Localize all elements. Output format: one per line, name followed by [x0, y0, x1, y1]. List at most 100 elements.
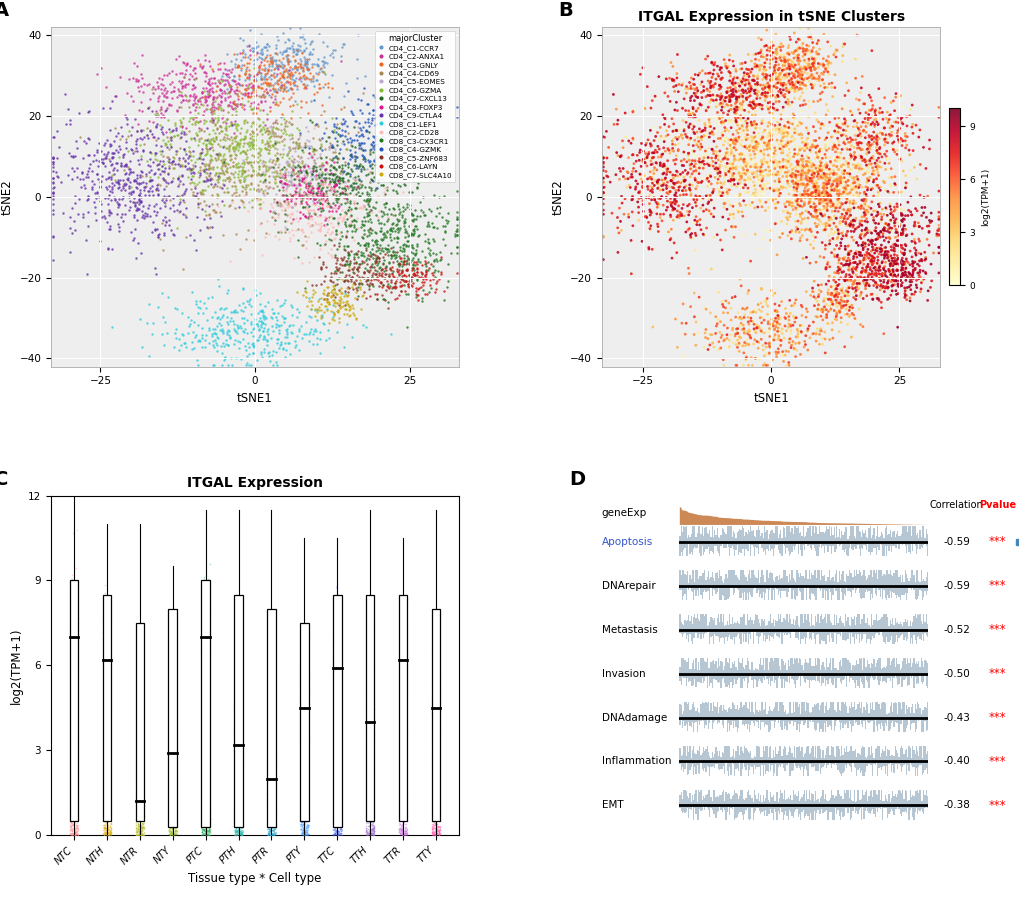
Point: [715, 164, 732, 179]
Point: [355, 119, 371, 134]
Point: [811, 147, 827, 162]
Point: [728, 92, 744, 107]
Point: [164, 827, 180, 841]
Point: [226, 744, 243, 759]
Point: [827, 154, 844, 169]
Point: [264, 125, 280, 139]
Point: [212, 124, 228, 138]
Point: [267, 321, 283, 335]
Point: [354, 106, 370, 120]
Point: [704, 336, 720, 350]
Point: [699, 100, 715, 114]
Point: [819, 188, 836, 202]
Point: [819, 283, 836, 297]
Point: [268, 358, 284, 373]
Point: [798, 56, 814, 70]
Point: [779, 228, 795, 242]
Point: [230, 140, 247, 154]
Point: [63, 658, 79, 673]
Point: [394, 811, 411, 825]
Point: [825, 216, 842, 231]
Point: [249, 332, 265, 347]
Point: [261, 811, 277, 825]
Point: [876, 241, 893, 255]
Point: [67, 654, 84, 668]
Point: [835, 136, 851, 150]
Point: [160, 812, 176, 826]
Point: [194, 825, 210, 840]
Point: [769, 72, 786, 86]
Point: [350, 125, 366, 139]
Point: [128, 137, 145, 152]
Point: [230, 164, 247, 179]
Point: [165, 775, 181, 789]
Point: [133, 828, 150, 842]
Point: [223, 133, 239, 147]
Point: [225, 95, 242, 110]
Point: [355, 143, 371, 157]
Point: [777, 70, 794, 84]
Point: [622, 180, 638, 195]
Point: [427, 282, 443, 296]
Point: [288, 78, 305, 92]
Point: [716, 91, 733, 105]
Point: [752, 139, 768, 154]
Point: [817, 204, 834, 218]
Point: [196, 113, 212, 128]
Point: [294, 658, 311, 673]
Point: [635, 152, 651, 166]
Point: [197, 333, 213, 348]
Point: [329, 169, 345, 183]
Point: [754, 343, 770, 357]
Point: [341, 302, 358, 316]
Point: [393, 277, 410, 292]
Point: [843, 180, 859, 195]
Point: [739, 185, 755, 199]
Point: [738, 91, 754, 105]
Point: [428, 822, 444, 836]
Point: [93, 152, 109, 166]
Point: [121, 164, 138, 179]
Point: [102, 653, 118, 667]
Point: [199, 621, 215, 635]
Point: [874, 174, 891, 189]
Point: [213, 95, 229, 110]
Point: [286, 184, 303, 198]
Point: [131, 822, 148, 836]
Point: [69, 649, 86, 664]
Point: [903, 257, 919, 271]
Point: [278, 194, 294, 208]
Point: [62, 113, 78, 128]
Point: [213, 101, 229, 115]
Point: [790, 48, 806, 62]
Point: [234, 180, 251, 195]
Point: [130, 803, 147, 817]
Point: [327, 701, 343, 716]
Point: [152, 144, 168, 158]
Point: [793, 117, 809, 131]
Point: [325, 159, 341, 173]
Point: [229, 816, 246, 831]
Point: [850, 245, 866, 260]
Point: [162, 823, 178, 838]
Point: [794, 167, 810, 181]
Point: [95, 615, 111, 629]
Point: [360, 681, 376, 695]
Point: [687, 315, 703, 330]
Point: [684, 103, 700, 118]
Point: [294, 718, 311, 733]
Point: [632, 67, 648, 82]
Point: [803, 190, 819, 205]
Point: [398, 225, 415, 240]
Point: [673, 316, 689, 330]
Point: [786, 315, 802, 330]
Point: [394, 819, 411, 833]
Point: [794, 163, 810, 177]
Point: [71, 106, 88, 120]
Point: [836, 211, 852, 225]
Point: [822, 302, 839, 316]
Point: [198, 827, 214, 841]
Point: [716, 196, 733, 210]
Point: [189, 210, 205, 224]
Point: [785, 149, 801, 163]
